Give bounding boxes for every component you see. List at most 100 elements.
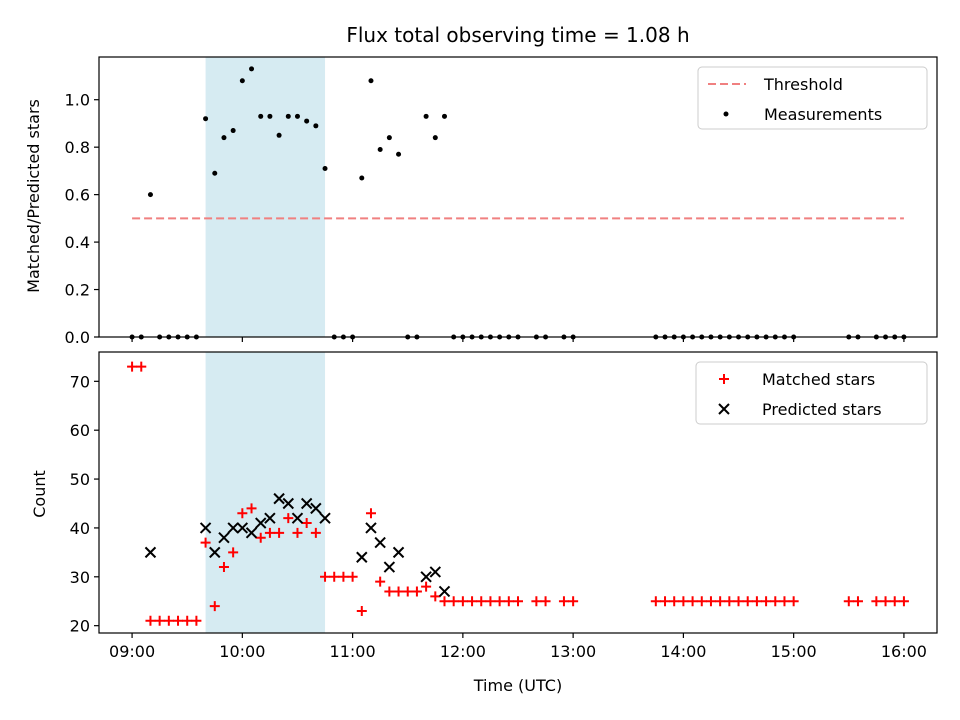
series-1-0-point-6	[182, 615, 193, 626]
series-1-1-point-16	[365, 522, 377, 534]
series-0-0-point-8	[203, 116, 209, 122]
series-1-1-point-10	[282, 497, 294, 510]
top-y-axis-label: Matched/Predicted stars	[24, 99, 43, 293]
series-1-1-point-22	[438, 585, 451, 598]
series-1-1-point-6	[245, 527, 258, 539]
series-1-0-point-18	[292, 527, 303, 538]
series-0-0-point-34	[441, 113, 447, 119]
y-tick-label: 0.4	[65, 233, 90, 252]
series-1-0-point-62	[788, 596, 799, 607]
series-1-0-point-38	[476, 596, 487, 607]
series-1-1-point-19	[392, 546, 405, 559]
series-0-0-point-29	[396, 151, 402, 157]
series-1-0-point-25	[356, 606, 367, 617]
series-1-0-point-46	[568, 596, 579, 607]
bottom-y-axis-label: Count	[30, 470, 49, 518]
series-0-0-point-9	[212, 170, 218, 176]
series-1-0-point-27	[375, 576, 386, 587]
series-1-0-point-20	[310, 527, 321, 538]
series-1-0-point-7	[191, 615, 202, 626]
series-0-0-point-33	[432, 135, 438, 141]
series-1-0-point-31	[411, 586, 422, 597]
series-0-0-point-26	[368, 78, 374, 84]
y-tick-label: 0.8	[65, 138, 90, 157]
x-tick-label: 16:00	[881, 642, 927, 661]
x-tick-label: 14:00	[660, 642, 706, 661]
series-1-0-point-63	[843, 596, 854, 607]
series-1-1-point-14	[319, 512, 331, 524]
series-0-0-point-16	[276, 132, 282, 138]
legend-predicted-swatch	[718, 403, 730, 415]
series-1-0-point-34	[439, 596, 450, 607]
series-1-1-point-2	[209, 546, 221, 559]
y-tick-label: 0.0	[65, 328, 90, 347]
series-1-1-point-5	[236, 522, 249, 534]
series-1-0-point-39	[485, 596, 496, 607]
bottom-panel: 20 30 40 50 60 70 09:00 10:00 11:00 12:00 13:00 14:…	[70, 351, 938, 661]
series-1-0-point-13	[246, 503, 257, 514]
series-1-1-point-4	[227, 522, 239, 534]
series-1-0-point-35	[448, 596, 459, 607]
series-1-0-point-48	[660, 596, 671, 607]
y-tick-label: 1.0	[65, 91, 90, 110]
y-tick-label: 20	[70, 617, 90, 636]
series-1-0-point-26	[365, 508, 376, 519]
series-0-0-point-25	[359, 175, 365, 181]
series-1-0-point-55	[724, 596, 735, 607]
series-1-0-point-11	[228, 547, 239, 558]
x-tick-label: 13:00	[550, 642, 596, 661]
series-1-0-point-4	[163, 615, 174, 626]
series-0-0-point-32	[423, 113, 429, 119]
series-0-0-point-27	[377, 147, 383, 153]
series-1-0-point-54	[715, 596, 726, 607]
series-1-1-point-9	[273, 492, 285, 505]
legend-box	[695, 361, 928, 425]
legend-matched-swatch	[719, 374, 729, 384]
series-1-0-point-65	[871, 596, 882, 607]
series-0-0-point-13	[249, 66, 255, 72]
series-1-0-point-43	[531, 596, 542, 607]
series-1-0-point-14	[255, 532, 266, 543]
series-1-0-point-16	[274, 527, 285, 538]
series-1-1-point-18	[383, 561, 396, 573]
x-tick-label: 10:00	[219, 642, 265, 661]
series-1-0-point-24	[347, 571, 358, 582]
x-tick-label: 09:00	[109, 642, 155, 661]
series-1-0-point-51	[687, 596, 698, 607]
series-1-0-point-49	[669, 596, 680, 607]
y-tick-label: 0.6	[65, 186, 90, 205]
x-axis-label: Time (UTC)	[473, 676, 562, 695]
series-1-0-point-21	[320, 571, 331, 582]
series-0-0-point-17	[285, 113, 291, 119]
series-1-0-point-67	[889, 596, 900, 607]
y-tick-label: 50	[70, 470, 90, 489]
series-1-0-point-28	[384, 586, 395, 597]
series-1-0-point-37	[467, 596, 478, 607]
legend-entry-label: Predicted stars	[762, 400, 882, 419]
series-1-0-point-40	[494, 596, 505, 607]
series-1-0-point-59	[761, 596, 772, 607]
series-1-0-point-42	[513, 596, 523, 607]
series-1-0-point-36	[457, 596, 468, 607]
shaded-span	[205, 352, 326, 633]
legend-box	[697, 66, 928, 130]
series-1-1-point-13	[310, 502, 322, 515]
series-0-0-point-21	[322, 166, 328, 172]
series-1-0-point-61	[779, 596, 790, 607]
series-1-0-point-15	[264, 527, 275, 538]
series-1-0-point-44	[540, 596, 551, 607]
series-1-1-point-12	[300, 497, 313, 510]
series-0-0-point-10	[221, 135, 227, 141]
x-tick-label: 12:00	[440, 642, 486, 661]
series-0-0-point-28	[386, 135, 392, 141]
series-0-0-point-19	[304, 118, 310, 124]
series-1-0-point-52	[696, 596, 707, 607]
series-1-1-point-17	[374, 536, 386, 549]
series-1-0-point-30	[402, 586, 413, 597]
x-tick-label: 15:00	[771, 642, 817, 661]
series-1-0-point-68	[898, 596, 909, 607]
chart-title: Flux total observing time = 1.08 h	[346, 23, 689, 47]
series-1-1-point-15	[356, 551, 368, 563]
legend-entry-label: Threshold	[763, 75, 843, 94]
